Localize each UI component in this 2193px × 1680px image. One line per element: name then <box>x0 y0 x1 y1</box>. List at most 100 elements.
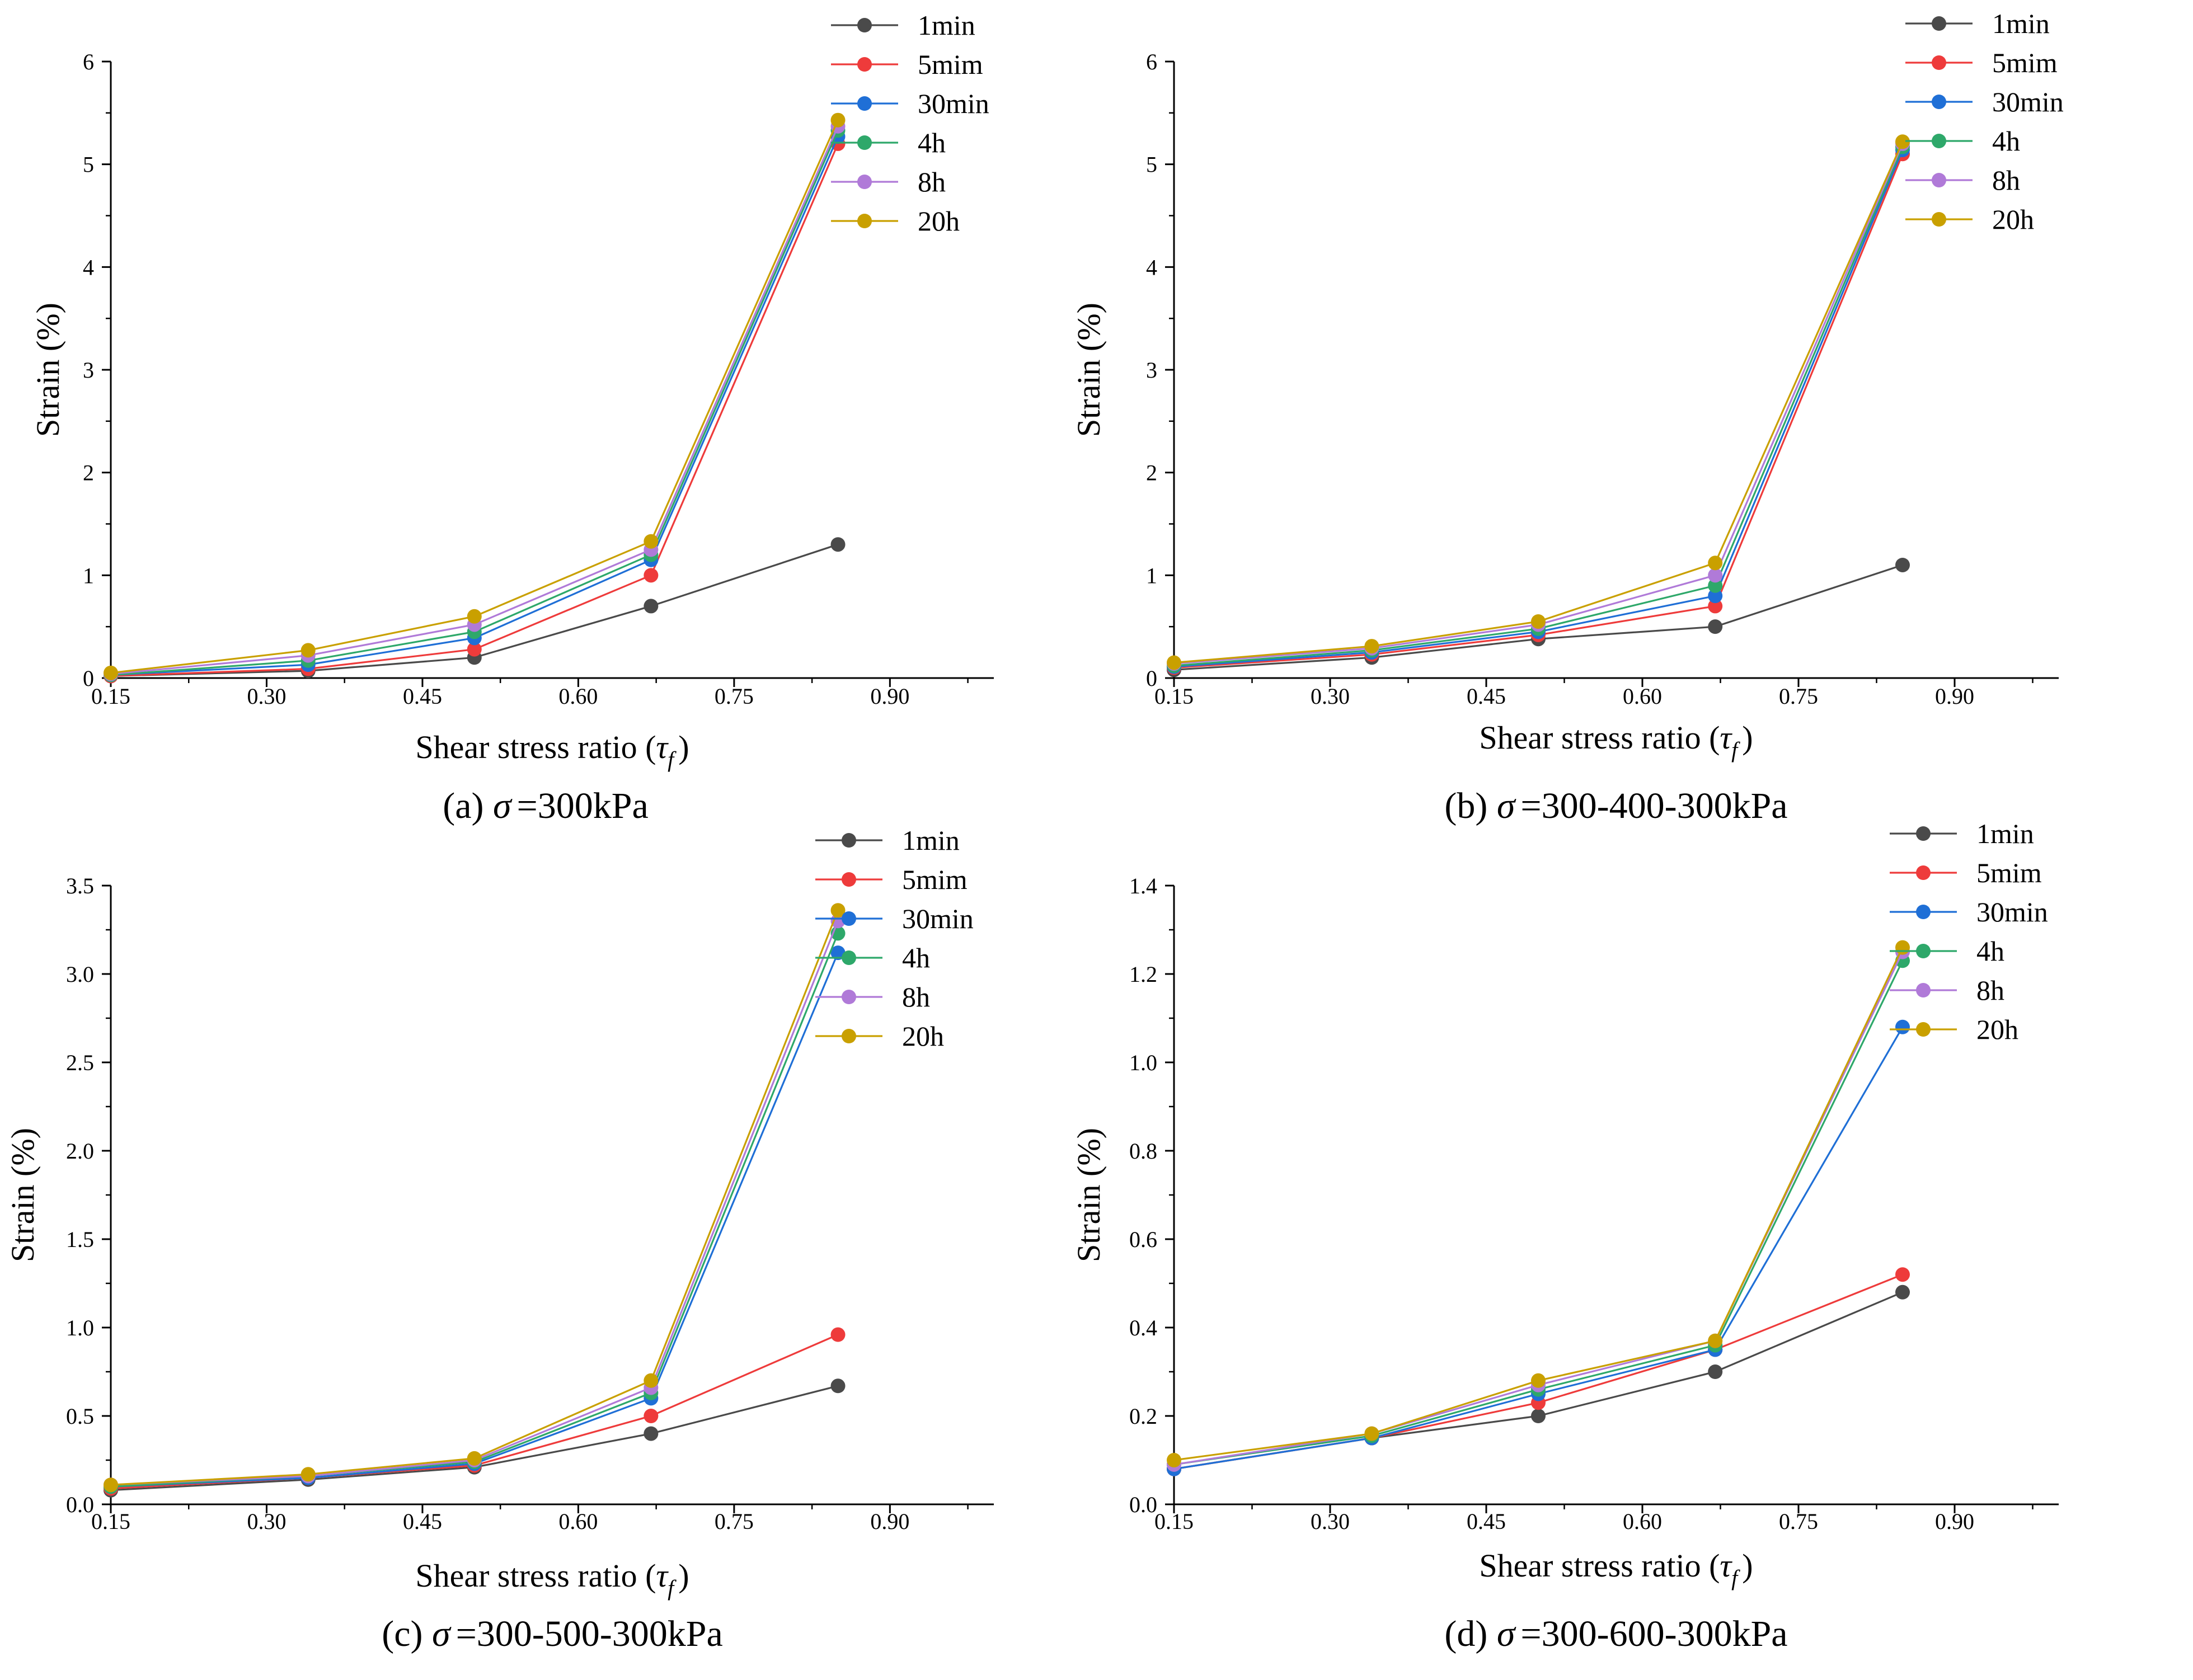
x-tick-label: 0.45 <box>403 1509 442 1534</box>
legend-label-5mim: 5mim <box>1992 47 2058 78</box>
legend-marker-1min <box>1916 826 1931 841</box>
x-tick-label: 0.45 <box>403 684 442 709</box>
x-tick-label: 0.30 <box>247 684 286 709</box>
x-tick-label: 0.15 <box>91 1509 130 1534</box>
series-line-5mim <box>1173 1273 1903 1470</box>
x-tick-label: 0.60 <box>558 1509 598 1534</box>
legend-label-4h: 4h <box>902 942 930 973</box>
y-tick-label: 1.2 <box>1129 962 1157 987</box>
data-point-20h <box>830 112 846 128</box>
x-tick-label: 0.60 <box>1623 684 1662 709</box>
legend-label-4h: 4h <box>1992 125 2020 157</box>
legend-label-20h: 20h <box>902 1020 944 1052</box>
y-tick-label: 3.5 <box>66 873 94 898</box>
legend-marker-5mim <box>1916 865 1931 880</box>
data-point-20h <box>104 665 118 680</box>
y-tick-label: 1 <box>1146 563 1157 588</box>
data-point-20h <box>1708 556 1723 571</box>
chart-panel-b: 0 1 2 3 4 5 6 0.15 0.30 0.45 0.60 0.75 0.90 Strain (%… <box>1070 8 2064 826</box>
legend-marker-4h <box>842 950 856 965</box>
y-axis-title: Strain (%) <box>1070 1128 1107 1262</box>
x-axis-title-symbol: τ <box>656 729 669 765</box>
y-tick-label: 2.0 <box>66 1138 94 1164</box>
legend-label-4h: 4h <box>918 127 946 158</box>
y-tick-label: 3.0 <box>66 962 94 987</box>
y-axis-title: Strain (%) <box>1070 303 1107 437</box>
x-axis-title: Shear stress ratio (τf) <box>1479 719 1753 763</box>
data-point-20h <box>644 534 659 549</box>
x-tick-label: 0.15 <box>91 684 130 709</box>
data-point-1min <box>830 537 846 552</box>
y-tick-label: 5 <box>1146 152 1157 177</box>
legend-label-30min: 30min <box>902 903 974 934</box>
series-line-4h <box>110 933 839 1488</box>
data-point-1min <box>1895 1284 1910 1300</box>
y-tick-label: 3 <box>1146 357 1157 383</box>
legend-marker-20h <box>1916 1022 1931 1037</box>
x-axis-title-subscript: f <box>668 1575 677 1601</box>
data-point-30min <box>1708 589 1723 604</box>
data-point-20h <box>1895 940 1910 955</box>
x-tick-label: 0.90 <box>870 1509 909 1534</box>
y-tick-label: 5 <box>83 152 94 177</box>
y-tick-label: 0.8 <box>1129 1138 1157 1164</box>
x-tick-label: 0.45 <box>1467 1509 1506 1534</box>
data-point-30min <box>1895 1019 1910 1034</box>
caption-prefix: (d) <box>1444 1613 1496 1654</box>
legend-label-1min: 1min <box>1976 818 2034 849</box>
legend-label-30min: 30min <box>918 88 989 119</box>
legend-marker-5mim <box>842 872 856 887</box>
legend-label-1min: 1min <box>918 10 975 41</box>
legend-label-1min: 1min <box>1992 8 2050 39</box>
data-point-1min <box>1708 1364 1723 1379</box>
legend-marker-8h <box>857 175 872 189</box>
x-axis-title: Shear stress ratio (τf) <box>1479 1547 1753 1590</box>
chart-panel-d: 0.0 0.2 0.4 0.6 0.8 1.0 1.2 1.4 0.15 0.30 0.45 0.60… <box>1070 818 2059 1654</box>
data-point-20h <box>1531 614 1546 629</box>
y-tick-label: 0.6 <box>1129 1227 1157 1252</box>
caption-prefix: (b) <box>1444 785 1496 826</box>
y-tick-label: 2 <box>83 460 94 486</box>
legend-marker-5mim <box>1932 55 1946 70</box>
caption-symbol: σ <box>432 1613 452 1654</box>
data-point-20h <box>300 1467 316 1482</box>
data-point-20h <box>467 1451 482 1466</box>
legend-marker-30min <box>1916 905 1931 919</box>
series-line-4h <box>110 130 839 676</box>
chart-panel-a: 0 1 2 3 4 5 6 0.15 0.30 0.45 0.60 0.75 0.90 Strain (%… <box>30 10 994 826</box>
data-point-1min <box>644 1426 659 1441</box>
legend-marker-1min <box>1932 16 1946 31</box>
legend-marker-4h <box>1932 134 1946 148</box>
x-axis-title-end: ) <box>1742 719 1753 756</box>
data-point-20h <box>1364 1426 1379 1441</box>
y-tick-label: 1.5 <box>66 1227 94 1252</box>
x-axis-title-end: ) <box>678 729 689 765</box>
y-tick-label: 0 <box>1146 666 1157 691</box>
data-point-20h <box>830 903 846 918</box>
x-axis-title-text: Shear stress ratio ( <box>415 729 656 765</box>
y-tick-label: 1.0 <box>66 1315 94 1340</box>
y-tick-label: 0.2 <box>1129 1404 1157 1429</box>
x-axis-title: Shear stress ratio (τf) <box>415 1557 689 1601</box>
data-point-1min <box>1708 619 1723 634</box>
y-tick-label: 0 <box>83 666 94 691</box>
legend-label-8h: 8h <box>1992 164 2020 196</box>
data-point-1min <box>1895 557 1910 572</box>
x-tick-label: 0.75 <box>1779 684 1818 709</box>
legend-marker-1min <box>842 833 856 848</box>
caption-value: =300-400-300kPa <box>1520 785 1787 826</box>
legend-label-20h: 20h <box>918 205 960 237</box>
legend-label-5mim: 5mim <box>902 864 968 895</box>
x-axis-title-text: Shear stress ratio ( <box>415 1557 656 1594</box>
data-point-20h <box>1167 655 1181 670</box>
x-tick-label: 0.75 <box>1779 1509 1818 1534</box>
legend-label-5mim: 5mim <box>918 49 983 80</box>
legend-marker-20h <box>857 214 872 228</box>
legend-label-1min: 1min <box>902 825 960 856</box>
x-tick-label: 0.15 <box>1154 1509 1194 1534</box>
x-tick-label: 0.30 <box>247 1509 286 1534</box>
legend-label-8h: 8h <box>918 166 946 197</box>
series-line-30min <box>1173 149 1904 668</box>
x-tick-label: 0.60 <box>558 684 598 709</box>
